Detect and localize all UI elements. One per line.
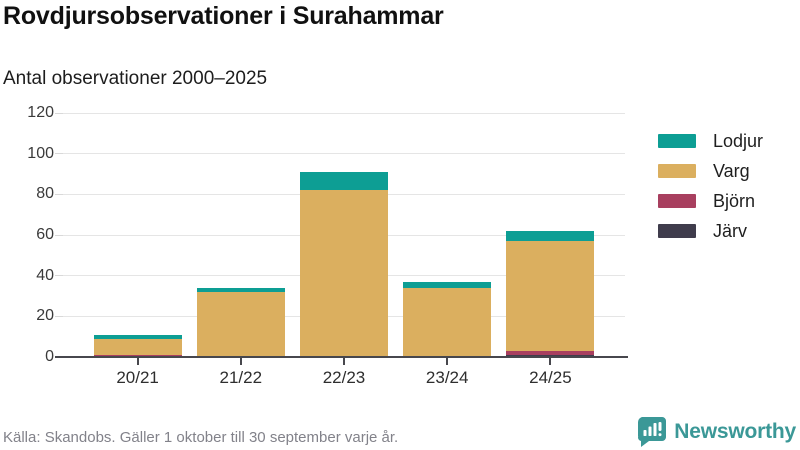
y-tick-mark-80 [55, 193, 63, 195]
stacked-bar-24/25 [506, 230, 595, 357]
x-axis-labels: 20/21 21/22 22/23 23/24 24/25 [63, 368, 625, 390]
gridline-100 [63, 153, 625, 155]
x-tick-mark-21/22 [239, 358, 242, 365]
y-tick-mark-100 [55, 153, 63, 155]
chart-title: Rovdjursobservationer i Surahammar [3, 2, 444, 30]
legend: Lodjur Varg Björn Järv [658, 126, 763, 246]
x-tick-label-24/25: 24/25 [529, 368, 572, 387]
bar-slot-20/21 [86, 113, 189, 357]
y-tick-mark-20 [55, 315, 63, 317]
bar-slot-23/24 [396, 113, 499, 357]
x-tick-mark-20/21 [136, 358, 139, 365]
newsworthy-bar-chart-bubble-icon [638, 417, 667, 447]
bar-segment-björn-24/25 [506, 350, 595, 355]
x-tick-mark-24/25 [549, 358, 552, 365]
y-tick-label-0: 0 [45, 348, 54, 365]
chart-subtitle: Antal observationer 2000–2025 [3, 68, 268, 89]
x-tick-label-23/24: 23/24 [425, 368, 469, 387]
y-tick-label-80: 80 [36, 185, 54, 203]
legend-item-järv: Järv [658, 216, 763, 246]
y-tick-label-20: 20 [36, 307, 54, 325]
x-tick-mark-22/23 [343, 358, 345, 365]
x-tick-label-20/21: 20/21 [116, 368, 159, 387]
bar-segment-lodjur-22/23 [300, 171, 388, 191]
stacked-bar-21/22 [196, 287, 285, 357]
gridline-120 [63, 112, 625, 114]
bar-segment-varg-23/24 [403, 287, 492, 357]
legend-item-lodjur: Lodjur [658, 126, 763, 156]
bar-segment-varg-20/21 [93, 338, 182, 355]
x-tick-mark-23/24 [446, 358, 449, 365]
bar-slot-21/22 [189, 113, 292, 357]
legend-swatch-lodjur [658, 134, 696, 148]
newsworthy-logo-text: Newsworthy [674, 419, 796, 443]
legend-label-varg: Varg [713, 160, 750, 181]
bar-segment-lodjur-21/22 [196, 287, 285, 292]
bar-slot-22/23 [292, 113, 395, 357]
bar-segment-björn-20/21 [93, 354, 182, 357]
legend-label-järv: Järv [713, 220, 748, 241]
y-tick-mark-60 [55, 234, 63, 236]
stacked-bar-23/24 [403, 281, 492, 357]
bar-segment-varg-24/25 [506, 241, 595, 351]
x-tick-label-21/22: 21/22 [219, 368, 263, 387]
legend-label-lodjur: Lodjur [713, 130, 764, 151]
legend-label-björn: Björn [713, 190, 756, 211]
y-axis-labels: 0 20 40 60 80 100 120 [0, 105, 54, 365]
x-axis-line [60, 356, 628, 358]
source-note: Källa: Skandobs. Gäller 1 oktober till 3… [3, 429, 399, 446]
y-tick-mark-40 [55, 275, 63, 277]
y-tick-mark-120 [55, 112, 63, 114]
legend-item-varg: Varg [658, 156, 763, 186]
x-axis-ticks [63, 358, 625, 366]
y-tick-label-60: 60 [36, 226, 54, 243]
stacked-bar-22/23 [300, 171, 388, 357]
y-tick-mark-0 [55, 356, 63, 358]
bar-segment-varg-22/23 [300, 190, 388, 357]
bar-segment-järv-24/25 [506, 354, 595, 357]
bar-segment-lodjur-23/24 [403, 281, 492, 288]
plot-area [60, 112, 628, 358]
bar-segment-lodjur-24/25 [506, 230, 595, 242]
bar-segment-lodjur-20/21 [93, 334, 182, 339]
stacked-bar-20/21 [93, 334, 182, 357]
y-tick-label-100: 100 [27, 144, 54, 162]
bars-container [63, 113, 625, 357]
legend-swatch-varg [658, 164, 696, 178]
legend-item-björn: Björn [658, 186, 763, 216]
legend-swatch-järv [658, 224, 696, 238]
bar-slot-24/25 [499, 113, 602, 357]
y-tick-label-120: 120 [27, 104, 54, 121]
y-tick-label-40: 40 [36, 266, 54, 284]
newsworthy-logo: Newsworthy [637, 416, 796, 447]
bar-segment-varg-21/22 [196, 291, 285, 357]
legend-swatch-björn [658, 194, 696, 208]
x-tick-label-22/23: 22/23 [322, 368, 366, 387]
